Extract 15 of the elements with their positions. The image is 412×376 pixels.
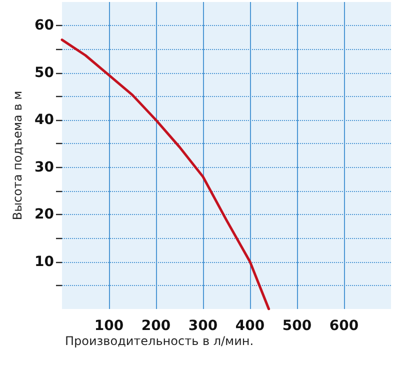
y-tick-label: 30 (34, 159, 54, 176)
y-tick-label: 60 (34, 18, 54, 34)
x-tick-label: 100 (94, 318, 124, 334)
x-tick-label: 400 (235, 318, 265, 334)
y-tick-label: 40 (34, 112, 54, 128)
y-tick-label: 20 (34, 206, 54, 223)
x-axis-title: Производительность в л/мин. (65, 334, 254, 348)
x-tick-label: 600 (329, 318, 359, 334)
x-tick-label: 200 (141, 318, 171, 334)
x-tick-label: 300 (188, 318, 218, 334)
y-tick-label: 10 (34, 254, 54, 270)
y-axis-title: Высота подъема в м (10, 90, 25, 220)
line-series (60, 38, 270, 310)
y-tick-label: 50 (34, 64, 54, 81)
x-tick-label: 500 (282, 318, 312, 334)
